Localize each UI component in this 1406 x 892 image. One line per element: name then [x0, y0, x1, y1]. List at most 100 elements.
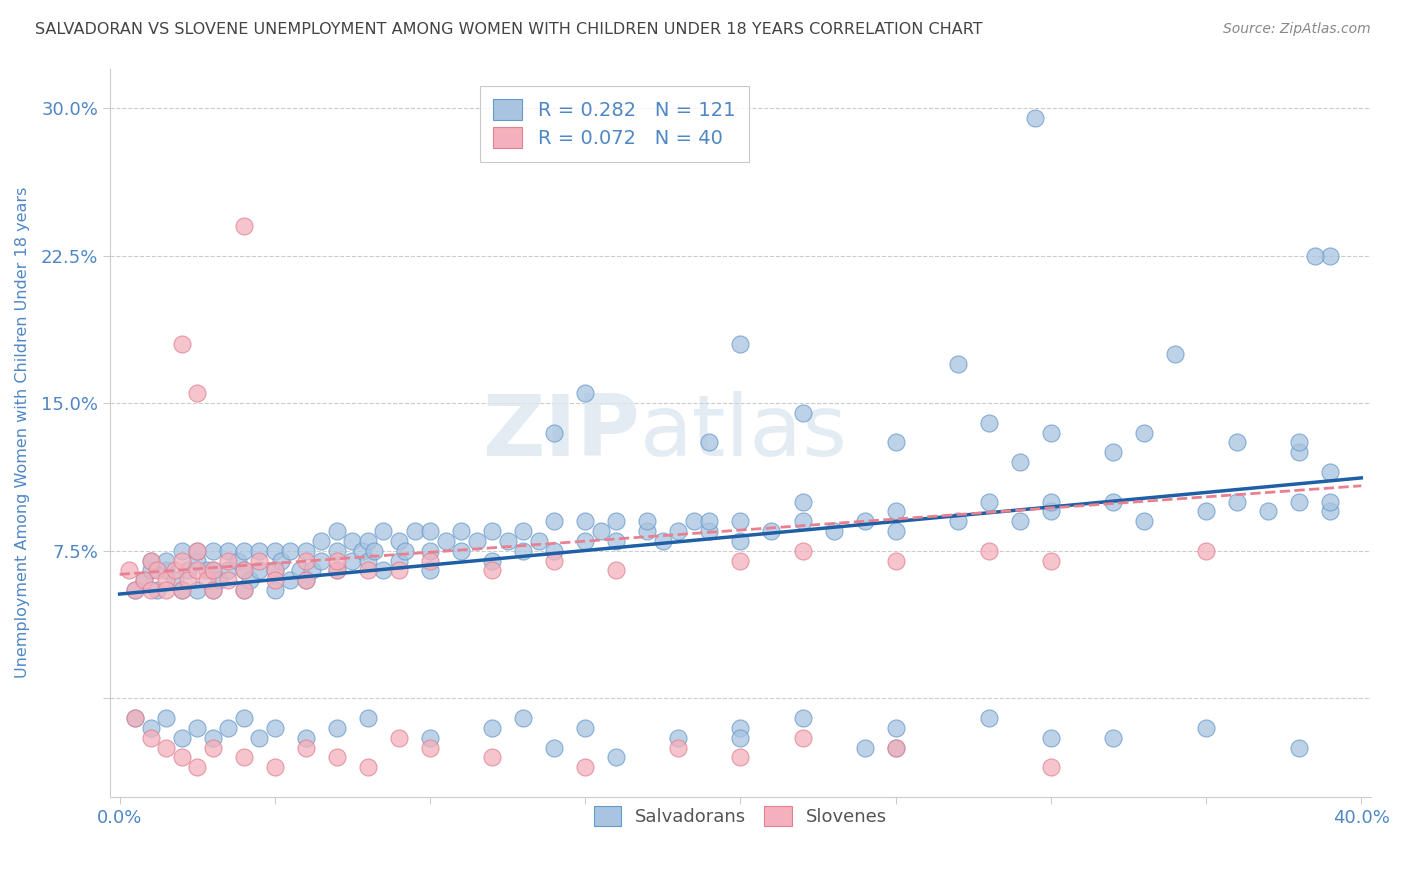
Point — [186, 543, 208, 558]
Point — [1102, 731, 1125, 745]
Point — [1288, 445, 1310, 459]
Point — [263, 574, 285, 588]
Point — [124, 711, 146, 725]
Point — [730, 553, 752, 567]
Point — [170, 583, 193, 598]
Point — [342, 553, 364, 567]
Point — [232, 750, 254, 764]
Point — [139, 731, 162, 745]
Point — [419, 731, 441, 745]
Point — [373, 524, 395, 538]
Point — [1039, 760, 1062, 774]
Point — [1133, 514, 1156, 528]
Point — [853, 740, 876, 755]
Point — [884, 435, 907, 450]
Point — [730, 731, 752, 745]
Point — [1319, 504, 1341, 518]
Point — [232, 583, 254, 598]
Point — [170, 750, 193, 764]
Point — [1008, 514, 1031, 528]
Point — [170, 583, 193, 598]
Point — [1039, 553, 1062, 567]
Point — [155, 574, 177, 588]
Point — [165, 563, 187, 577]
Y-axis label: Unemployment Among Women with Children Under 18 years: Unemployment Among Women with Children U… — [15, 187, 30, 678]
Point — [326, 750, 349, 764]
Point — [1008, 455, 1031, 469]
Point — [683, 514, 706, 528]
Point — [311, 533, 333, 548]
Point — [1319, 248, 1341, 262]
Point — [139, 553, 162, 567]
Point — [512, 711, 534, 725]
Point — [666, 524, 689, 538]
Point — [496, 533, 519, 548]
Point — [288, 563, 311, 577]
Point — [278, 574, 301, 588]
Point — [186, 386, 208, 401]
Point — [1195, 721, 1218, 735]
Point — [419, 524, 441, 538]
Point — [201, 583, 224, 598]
Point — [186, 583, 208, 598]
Point — [574, 760, 596, 774]
Point — [326, 563, 349, 577]
Point — [543, 425, 565, 440]
Point — [326, 721, 349, 735]
Point — [357, 553, 380, 567]
Point — [465, 533, 488, 548]
Point — [605, 533, 627, 548]
Point — [977, 711, 1000, 725]
Point — [543, 553, 565, 567]
Point — [884, 740, 907, 755]
Point — [155, 583, 177, 598]
Point — [195, 563, 218, 577]
Point — [201, 563, 224, 577]
Point — [1102, 445, 1125, 459]
Point — [1303, 248, 1326, 262]
Point — [450, 524, 472, 538]
Point — [589, 524, 612, 538]
Point — [574, 533, 596, 548]
Point — [217, 563, 239, 577]
Point — [605, 514, 627, 528]
Text: atlas: atlas — [640, 392, 848, 475]
Point — [278, 543, 301, 558]
Text: ZIP: ZIP — [482, 392, 640, 475]
Point — [823, 524, 845, 538]
Point — [1319, 465, 1341, 479]
Point — [1133, 425, 1156, 440]
Point — [1288, 435, 1310, 450]
Point — [543, 514, 565, 528]
Point — [295, 731, 318, 745]
Point — [651, 533, 673, 548]
Point — [792, 543, 814, 558]
Point — [139, 721, 162, 735]
Point — [792, 406, 814, 420]
Point — [139, 553, 162, 567]
Point — [263, 543, 285, 558]
Point — [1039, 504, 1062, 518]
Point — [342, 533, 364, 548]
Point — [186, 543, 208, 558]
Point — [326, 524, 349, 538]
Point — [326, 563, 349, 577]
Point — [226, 553, 249, 567]
Point — [311, 553, 333, 567]
Point — [1226, 435, 1249, 450]
Point — [434, 533, 457, 548]
Point — [1102, 494, 1125, 508]
Point — [326, 543, 349, 558]
Point — [543, 740, 565, 755]
Point — [884, 740, 907, 755]
Point — [1288, 740, 1310, 755]
Point — [1288, 494, 1310, 508]
Point — [170, 337, 193, 351]
Point — [217, 721, 239, 735]
Point — [301, 563, 323, 577]
Point — [512, 543, 534, 558]
Point — [247, 543, 270, 558]
Point — [295, 574, 318, 588]
Point — [853, 514, 876, 528]
Point — [419, 740, 441, 755]
